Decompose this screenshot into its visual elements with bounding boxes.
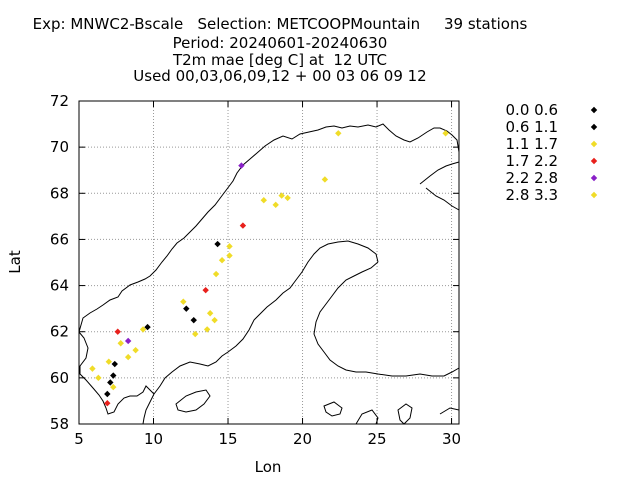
legend: 0.0 0.60.6 1.11.1 1.71.7 2.22.2 2.82.8 3… [506,101,598,204]
station-marker [211,316,218,324]
legend-marker [590,157,598,165]
legend-label: 1.7 2.2 [506,152,558,170]
station-marker [114,328,121,335]
station-marker [89,365,96,372]
x-tick-label: 15 [218,430,237,448]
station-marker [321,176,329,183]
station-marker [104,400,111,407]
x-tick-label: 25 [367,430,386,448]
plot-frame [78,100,460,425]
legend-marker [590,140,598,148]
legend-marker [590,191,598,199]
legend-label: 0.0 0.6 [506,101,558,119]
x-tick-label: 5 [74,430,84,448]
station-marker [117,340,124,347]
station-marker [180,298,187,305]
x-axis-ticks: 5 10 15 20 25 30 [74,101,461,448]
y-axis-label: Lat [6,250,24,274]
station-marker [192,330,199,338]
legend-label: 2.2 2.8 [506,169,558,187]
header-period-line: Period: 20240601-20240630 [172,34,388,52]
station-marker [110,383,117,391]
station-marker [139,326,147,333]
y-tick-label: 72 [50,92,69,110]
station-marker [124,353,132,361]
x-axis-label: Lon [255,458,282,476]
station-marker [144,323,151,331]
y-tick-label: 68 [50,184,69,202]
header-experiment-line: Exp: MNWC2-Bscale Selection: METCOOPMoun… [32,15,528,33]
station-marker [238,162,245,169]
station-marker [226,243,233,250]
station-marker [202,286,209,294]
x-tick-label: 10 [144,430,163,448]
station-marker [226,252,233,259]
station-marker [278,192,285,199]
coastline-map [78,123,460,425]
station-marker [218,256,226,264]
station-marker [124,337,132,345]
y-tick-label: 62 [50,323,69,341]
station-marker [111,360,118,368]
station-marker [212,270,220,278]
y-tick-label: 64 [50,277,69,295]
station-marker [442,130,449,137]
station-marker [260,197,267,204]
station-marker [95,374,102,382]
station-marker [284,194,291,202]
chart-title: T2m mae [deg C] at 12 UTC [172,51,388,69]
y-axis-ticks: 58 60 62 64 66 68 70 72 [50,92,459,433]
x-tick-label: 30 [442,430,461,448]
legend-label: 0.6 1.1 [506,118,558,136]
station-marker [107,379,114,386]
station-marker [272,201,279,209]
legend-label: 1.1 1.7 [506,135,558,153]
station-marker [239,222,247,229]
station-marker [104,390,111,398]
header-used-line: Used 00,03,06,09,12 + 00 03 06 09 12 [133,67,427,85]
y-tick-label: 70 [50,138,69,156]
station-marker [206,310,214,317]
x-tick-label: 20 [293,430,312,448]
legend-marker [590,106,598,114]
station-marker [183,305,190,312]
legend-marker [590,174,598,182]
y-tick-label: 66 [50,230,69,248]
station-marker [105,358,113,365]
y-tick-label: 58 [50,415,69,433]
station-marker [335,130,342,137]
station-marker [190,316,197,324]
legend-marker [590,123,598,131]
legend-label: 2.8 3.3 [506,186,558,204]
station-marker [214,240,221,248]
station-marker [203,326,211,333]
data-points [89,130,449,407]
station-marker [110,372,117,379]
station-marker [132,346,139,354]
y-tick-label: 60 [50,369,69,387]
